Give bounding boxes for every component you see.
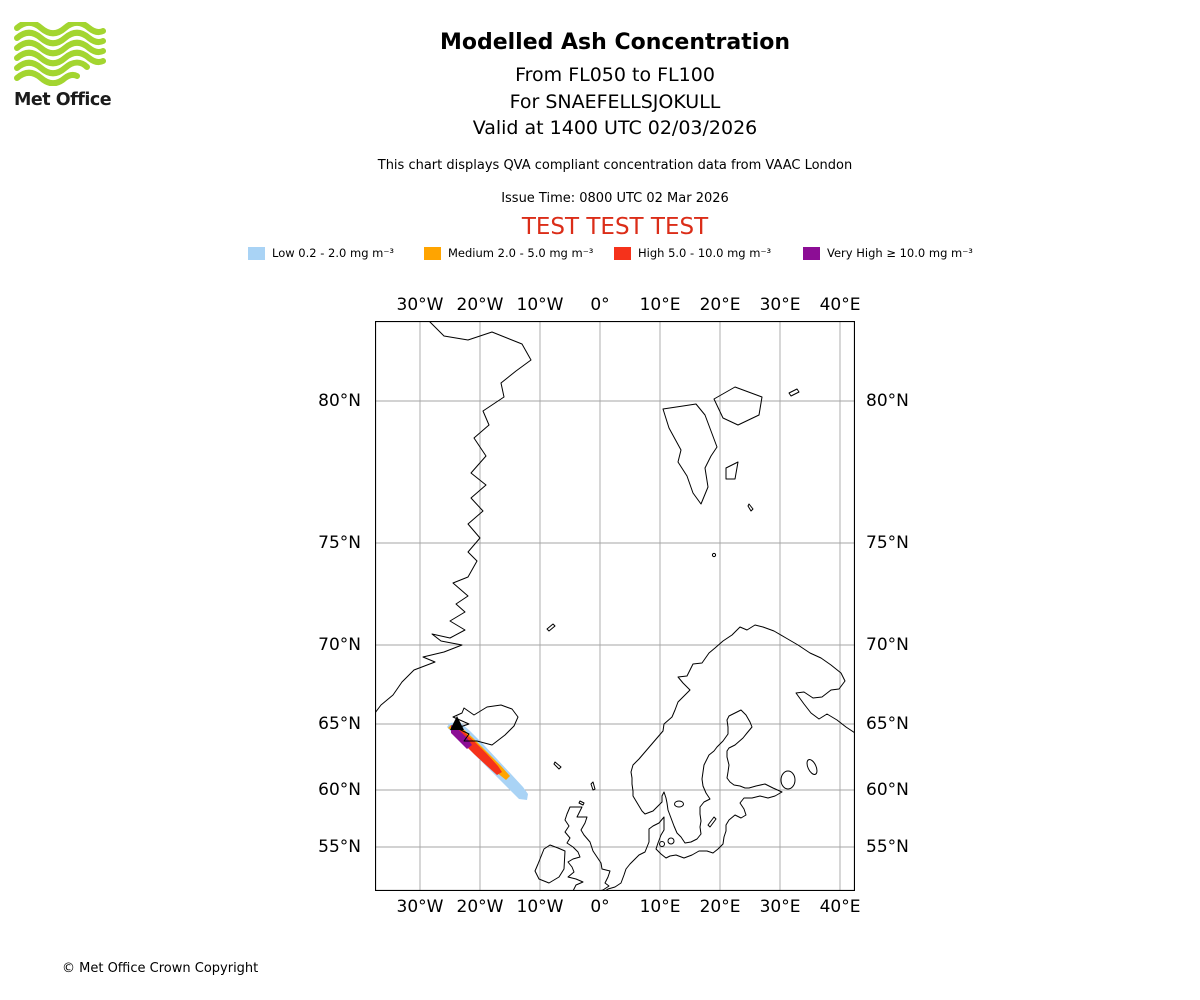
map-svg xyxy=(374,320,856,892)
subtitle-volcano: For SNAEFELLSJOKULL xyxy=(509,90,721,113)
greenland-coastline xyxy=(374,320,532,714)
lon-tick-top-10w: 10°W xyxy=(516,295,564,315)
svalbard-edgeoya-coastline xyxy=(725,461,739,480)
lat-tick-right-70n: 70°N xyxy=(866,635,909,655)
svalbard-nordaustlandet-coastline xyxy=(713,386,763,426)
chart-description: This chart displays QVA compliant concen… xyxy=(377,158,853,173)
legend-item-low: Low 0.2 - 2.0 mg m⁻³ xyxy=(248,245,394,261)
page-title: Modelled Ash Concentration xyxy=(439,30,791,55)
lat-tick-right-55n: 55°N xyxy=(866,837,909,857)
lake-onega xyxy=(806,759,818,775)
jan-mayen-island xyxy=(546,623,556,632)
faroe-islands xyxy=(553,761,562,770)
lon-tick-bottom-40e: 40°E xyxy=(819,897,861,917)
ireland-coastline xyxy=(534,844,566,884)
svalbard-spitsbergen-coastline xyxy=(662,403,718,505)
lake-vanern xyxy=(674,800,684,808)
legend-swatch-medium xyxy=(424,246,441,260)
legend-swatch-high xyxy=(614,246,631,260)
test-banner: TEST TEST TEST xyxy=(521,214,709,240)
legend-label-low: Low 0.2 - 2.0 mg m⁻³ xyxy=(272,246,395,260)
funen-island xyxy=(659,841,665,847)
issue-time: Issue Time: 0800 UTC 02 Mar 2026 xyxy=(501,191,729,206)
coastlines xyxy=(374,320,856,892)
lat-tick-left-60n: 60°N xyxy=(318,780,361,800)
lat-tick-right-65n: 65°N xyxy=(866,714,909,734)
ash-plume-very-high xyxy=(451,725,472,749)
lon-tick-bottom-10e: 10°E xyxy=(639,897,681,917)
subtitle-flight-levels: From FL050 to FL100 xyxy=(515,64,715,86)
lake-ladoga xyxy=(780,770,796,790)
hopen-island xyxy=(747,503,754,512)
lon-tick-top-20e: 20°E xyxy=(699,295,741,315)
lon-tick-bottom-30e: 30°E xyxy=(759,897,801,917)
lon-tick-top-10e: 10°E xyxy=(639,295,681,315)
lon-tick-bottom-20e: 20°E xyxy=(699,897,741,917)
map-border xyxy=(374,320,856,892)
lon-tick-bottom-30w: 30°W xyxy=(396,897,444,917)
volcano-marker xyxy=(450,716,464,730)
orkney-islands xyxy=(578,800,585,806)
legend-item-medium: Medium 2.0 - 5.0 mg m⁻³ xyxy=(424,245,593,261)
subtitle-block: From FL050 to FL100 For SNAEFELLSJOKULL … xyxy=(30,62,1200,142)
lat-tick-right-75n: 75°N xyxy=(866,533,909,553)
logo-waves-icon xyxy=(14,22,106,86)
map-frame xyxy=(374,320,856,892)
lon-tick-top-40e: 40°E xyxy=(819,295,861,315)
lon-tick-bottom-0: 0° xyxy=(590,897,610,917)
iceland-coastline xyxy=(452,704,519,746)
copyright-notice: © Met Office Crown Copyright xyxy=(62,961,259,976)
legend-item-high: High 5.0 - 10.0 mg m⁻³ xyxy=(614,245,771,261)
lat-tick-right-60n: 60°N xyxy=(866,780,909,800)
ash-plume xyxy=(447,722,528,800)
legend-label-medium: Medium 2.0 - 5.0 mg m⁻³ xyxy=(448,246,594,260)
gotland-island xyxy=(707,816,717,828)
logo-wordmark: Met Office xyxy=(14,90,112,110)
grid-lines xyxy=(375,321,855,891)
lat-tick-left-65n: 65°N xyxy=(318,714,361,734)
lat-tick-left-70n: 70°N xyxy=(318,635,361,655)
lon-tick-top-30w: 30°W xyxy=(396,295,444,315)
legend-swatch-very-high xyxy=(803,246,820,260)
lat-tick-left-55n: 55°N xyxy=(318,837,361,857)
lon-tick-top-20w: 20°W xyxy=(456,295,504,315)
lat-tick-right-80n: 80°N xyxy=(866,391,909,411)
lon-tick-top-0: 0° xyxy=(590,295,610,315)
lon-tick-bottom-20w: 20°W xyxy=(456,897,504,917)
scandinavia-coastline xyxy=(604,624,856,892)
great-britain-coastline xyxy=(564,806,611,892)
lat-tick-left-75n: 75°N xyxy=(318,533,361,553)
legend-label-very-high: Very High ≥ 10.0 mg m⁻³ xyxy=(827,246,973,260)
kvitoya-island xyxy=(788,388,800,397)
lon-tick-bottom-10w: 10°W xyxy=(516,897,564,917)
bear-island xyxy=(711,552,717,558)
legend-label-high: High 5.0 - 10.0 mg m⁻³ xyxy=(638,246,772,260)
zealand-island xyxy=(667,837,675,845)
lon-tick-top-30e: 30°E xyxy=(759,295,801,315)
legend-item-very-high: Very High ≥ 10.0 mg m⁻³ xyxy=(803,245,973,261)
legend-swatch-low xyxy=(248,246,265,260)
shetland-islands xyxy=(590,781,596,791)
met-office-logo: Met Office xyxy=(14,22,124,110)
lat-tick-left-80n: 80°N xyxy=(318,391,361,411)
subtitle-validity: Valid at 1400 UTC 02/03/2026 xyxy=(472,117,758,139)
